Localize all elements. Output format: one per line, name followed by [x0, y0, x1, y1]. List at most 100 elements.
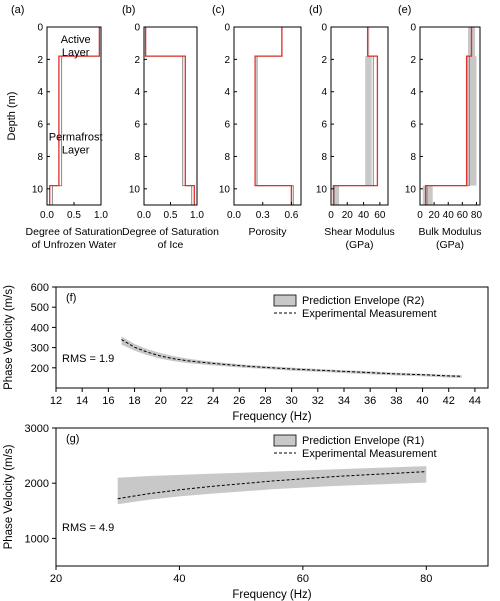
annotation-label-a: Permafrost [49, 131, 103, 143]
plot-frame-c [233, 26, 302, 206]
x-tick-label-g: 40 [173, 573, 185, 585]
panel-a: 0 2 4 6 8 10 0.0 0.5 1.0 (a) Degree of Saturationo… [11, 4, 123, 251]
true-profile-e [424, 27, 473, 205]
uncertainty-band-e [422, 27, 477, 205]
panel-d: 0 2 4 6 8 10 0 20 40 60 (d) Shear Modulus(GPa) [309, 4, 395, 251]
y-tick-label-d: 2 [321, 55, 327, 66]
x-tick-label-f: 20 [155, 395, 167, 407]
x-axis-label-a: Degree of Saturation [26, 226, 123, 238]
panel-label-g: (g) [66, 433, 79, 445]
x-tick-label-f: 32 [312, 395, 324, 407]
legend-label-envelope-f: Prediction Envelope (R2) [302, 295, 424, 307]
legend-swatch-envelope-g [273, 434, 297, 447]
panel-label-a: (a) [11, 4, 24, 16]
panel-label-f: (f) [66, 292, 76, 304]
x-axis-label-e: Bulk Modulus [418, 226, 481, 238]
x-tick-label-e: 40 [443, 210, 455, 221]
y-tick-label-c: 10 [219, 184, 231, 195]
x-tick-label-b: 0.5 [164, 210, 178, 221]
y-tick-label-f: 600 [31, 282, 49, 294]
panel-label-d: (d) [309, 4, 322, 16]
x-axis-label-c: Porosity [249, 226, 288, 238]
y-tick-label-d: 8 [321, 152, 327, 163]
panel-g: 20 40 60 80 1000 2000 3000 (g) RMS = 4.9 Predicti… [3, 423, 489, 601]
legend-label-envelope-g: Prediction Envelope (R1) [302, 435, 424, 447]
y-tick-label-f: 200 [31, 363, 49, 375]
y-tick-label-a: 0 [37, 23, 43, 34]
annotation-label-a: Layer [62, 144, 90, 156]
y-tick-label-g: 3000 [25, 423, 49, 435]
x-tick-label-d: 0 [328, 210, 334, 221]
y-tick-label-e: 10 [405, 184, 417, 195]
x-tick-label-c: 0.3 [256, 210, 270, 221]
y-tick-label-e: 6 [410, 120, 416, 131]
plot-frame-b [143, 26, 198, 206]
x-tick-label-f: 34 [338, 395, 350, 407]
y-tick-label-f: 300 [31, 343, 49, 355]
x-axis-label-d: Shear Modulus [324, 226, 395, 238]
plot-frame-f [55, 286, 489, 389]
legend-swatch-envelope-f [273, 294, 297, 307]
y-tick-label-d: 0 [321, 23, 327, 34]
x-axis-label-b: of Ice [158, 239, 184, 251]
x-tick-label-f: 26 [233, 395, 245, 407]
y-tick-label-g: 1000 [25, 533, 49, 545]
y-tick-label-b: 0 [134, 23, 140, 34]
x-tick-label-c: 0.6 [284, 210, 298, 221]
panel-label-b: (b) [122, 4, 135, 16]
true-profile-c [254, 27, 293, 205]
legend-label-measurement-f: Experimental Measurement [302, 308, 437, 320]
x-tick-label-d: 60 [374, 210, 386, 221]
x-axis-label-e: (GPa) [436, 239, 464, 251]
y-tick-label-d: 4 [321, 87, 327, 98]
x-tick-label-a: 0.0 [40, 210, 54, 221]
x-tick-label-f: 38 [390, 395, 402, 407]
y-tick-label-a: 4 [37, 87, 43, 98]
y-tick-label-e: 0 [410, 23, 416, 34]
x-axis-label-b: Degree of Saturation [122, 226, 219, 238]
x-tick-label-e: 60 [457, 210, 469, 221]
y-tick-label-f: 500 [31, 302, 49, 314]
y-tick-label-g: 2000 [25, 478, 49, 490]
panel-e: 0 2 4 6 8 10 0 20 40 60 80 (e) Bulk Modulus(GPa) [398, 4, 482, 251]
x-tick-label-e: 80 [471, 210, 483, 221]
y-tick-label-c: 8 [224, 152, 230, 163]
y-tick-label-e: 8 [410, 152, 416, 163]
y-tick-label-b: 4 [134, 87, 140, 98]
y-axis-label-f: Phase Velocity (m/s) [3, 285, 15, 390]
y-axis-label-g: Phase Velocity (m/s) [3, 444, 15, 549]
x-tick-label-e: 0 [417, 210, 423, 221]
y-tick-label-c: 6 [224, 120, 230, 131]
plot-frame-d [330, 26, 389, 206]
y-tick-label-b: 2 [134, 55, 140, 66]
x-tick-label-a: 0.5 [67, 210, 81, 221]
y-tick-label-c: 4 [224, 87, 230, 98]
x-tick-label-f: 44 [469, 395, 481, 407]
x-tick-label-f: 40 [416, 395, 428, 407]
x-tick-label-f: 12 [50, 395, 62, 407]
experimental-measurement-line-g [117, 471, 427, 500]
x-tick-label-f: 36 [364, 395, 376, 407]
y-tick-label-f: 400 [31, 322, 49, 334]
x-axis-label-g: Frequency (Hz) [232, 589, 311, 601]
plot-frame-g [55, 427, 489, 567]
y-tick-label-d: 10 [316, 184, 328, 195]
x-tick-label-f: 28 [259, 395, 271, 407]
plot-frame-e [419, 26, 481, 206]
x-tick-label-b: 0.0 [137, 210, 151, 221]
y-tick-label-a: 6 [37, 120, 43, 131]
x-tick-label-f: 16 [102, 395, 114, 407]
annotation-label-a: Active [61, 34, 91, 46]
predicted-profile-e [426, 27, 472, 205]
y-tick-label-c: 2 [224, 55, 230, 66]
y-tick-label-d: 6 [321, 120, 327, 131]
predicted-profile-c [256, 27, 294, 205]
x-axis-label-a: of Unfrozen Water [32, 239, 117, 251]
x-tick-label-g: 20 [50, 573, 62, 585]
x-tick-label-d: 40 [358, 210, 370, 221]
x-axis-label-d: (GPa) [345, 239, 373, 251]
panel-label-c: (c) [212, 4, 225, 16]
y-tick-label-b: 6 [134, 120, 140, 131]
rms-annotation-f: RMS = 1.9 [62, 353, 114, 365]
